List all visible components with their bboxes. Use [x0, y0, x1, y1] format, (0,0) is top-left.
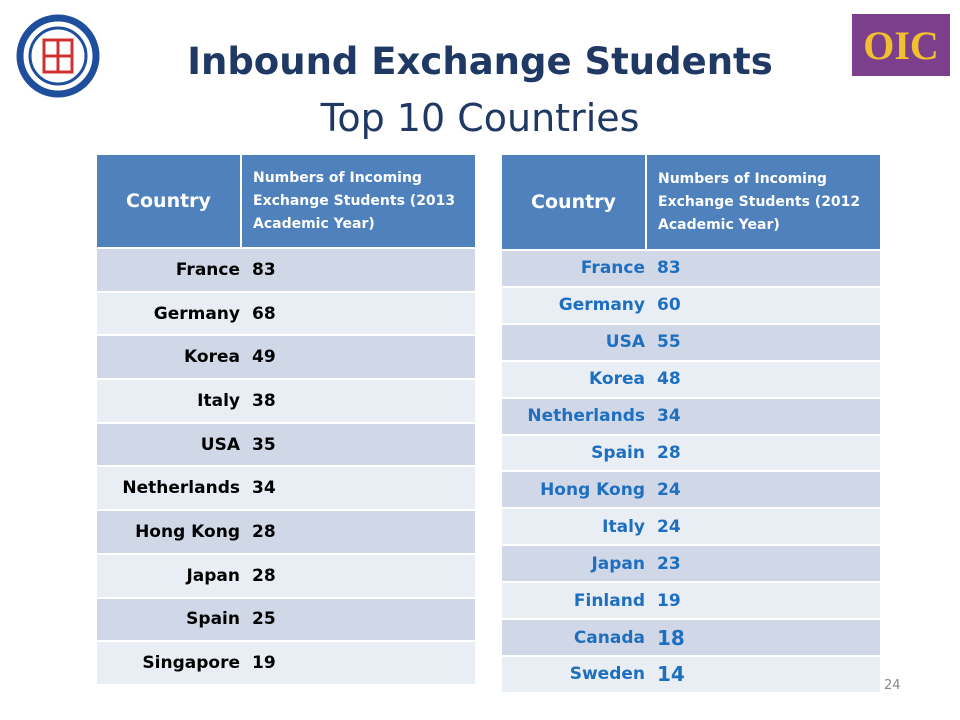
student-count: 24 [657, 479, 681, 500]
country-name: Germany [558, 295, 645, 316]
country-name: USA [605, 332, 645, 353]
student-count: 28 [252, 521, 276, 542]
country-name: Canada [573, 627, 645, 648]
country-name: Netherlands [527, 406, 645, 427]
table-row: France 83 [502, 249, 880, 286]
table-row: Japan 28 [97, 552, 475, 597]
student-count: 23 [657, 553, 681, 574]
country-name: USA [200, 434, 240, 455]
student-count: 28 [657, 442, 681, 463]
student-count: 68 [252, 303, 276, 324]
table-row: Netherlands 34 [502, 396, 880, 434]
page-number: 24 [884, 678, 901, 693]
title: Inbound Exchange Students [187, 40, 773, 83]
student-count: 28 [252, 565, 276, 586]
column-header: Country [531, 191, 616, 213]
table-row: France 83 [97, 247, 475, 291]
student-count: 14 [657, 662, 685, 687]
student-count: 48 [657, 369, 681, 390]
student-count: 35 [252, 434, 276, 455]
header-row: Country Numbers of Incoming Exchange Stud… [97, 155, 475, 247]
country-name: France [175, 259, 240, 280]
table-row: Canada 18 [502, 618, 880, 655]
table-row: Hong Kong 24 [502, 470, 880, 508]
table-2012: Country Numbers of Incoming Exchange Stud… [502, 155, 880, 692]
country-name: Italy [197, 390, 240, 411]
country-name: Netherlands [122, 478, 240, 499]
student-count: 34 [657, 406, 681, 427]
oic-logo: OIC [852, 14, 950, 76]
university-logo [16, 14, 100, 98]
table-row: Germany 60 [502, 285, 880, 323]
country-name: Japan [186, 565, 240, 586]
student-count: 38 [252, 390, 276, 411]
header-row: Country Numbers of Incoming Exchange Stud… [502, 155, 880, 249]
table-row: Italy 24 [502, 507, 880, 545]
student-count: 18 [657, 625, 685, 650]
table-row: Singapore 19 [97, 640, 475, 684]
table-row: Hong Kong 28 [97, 509, 475, 553]
country-name: Sweden [569, 664, 645, 685]
student-count: 34 [252, 478, 276, 499]
table-row: Japan 23 [502, 544, 880, 582]
table-row: USA 35 [97, 421, 475, 466]
table-row: Netherlands 34 [97, 465, 475, 510]
student-count: 19 [252, 653, 276, 674]
table-row: Finland 19 [502, 581, 880, 619]
student-count: 55 [657, 332, 681, 353]
student-count: 24 [657, 516, 681, 537]
subtitle: Top 10 Countries [320, 96, 640, 140]
table-row: Germany 68 [97, 290, 475, 335]
student-count: 25 [252, 609, 276, 630]
table-row: Sweden 14 [502, 654, 880, 692]
country-name: France [580, 258, 645, 279]
table-row: USA 55 [502, 322, 880, 360]
country-name: Spain [591, 442, 645, 463]
table-row: Italy 38 [97, 378, 475, 422]
country-name: Hong Kong [135, 521, 240, 542]
country-name: Germany [153, 303, 240, 324]
country-name: Korea [184, 347, 240, 368]
column-header: Numbers of Incoming Exchange Students (2… [645, 155, 880, 249]
country-name: Singapore [142, 653, 240, 674]
country-name: Korea [589, 369, 645, 390]
country-name: Spain [186, 609, 240, 630]
table-row: Korea 49 [97, 334, 475, 379]
table-row: Korea 48 [502, 359, 880, 397]
student-count: 83 [657, 258, 681, 279]
country-name: Finland [573, 590, 645, 611]
table-row: Spain 25 [97, 596, 475, 641]
student-count: 49 [252, 347, 276, 368]
student-count: 19 [657, 590, 681, 611]
column-header: Country [126, 190, 211, 212]
student-count: 83 [252, 259, 276, 280]
column-header: Numbers of Incoming Exchange Students (2… [240, 155, 475, 247]
student-count: 60 [657, 295, 681, 316]
table-2013: Country Numbers of Incoming Exchange Stud… [97, 155, 475, 684]
country-name: Japan [591, 553, 645, 574]
country-name: Hong Kong [540, 479, 645, 500]
country-name: Italy [602, 516, 645, 537]
table-row: Spain 28 [502, 433, 880, 471]
